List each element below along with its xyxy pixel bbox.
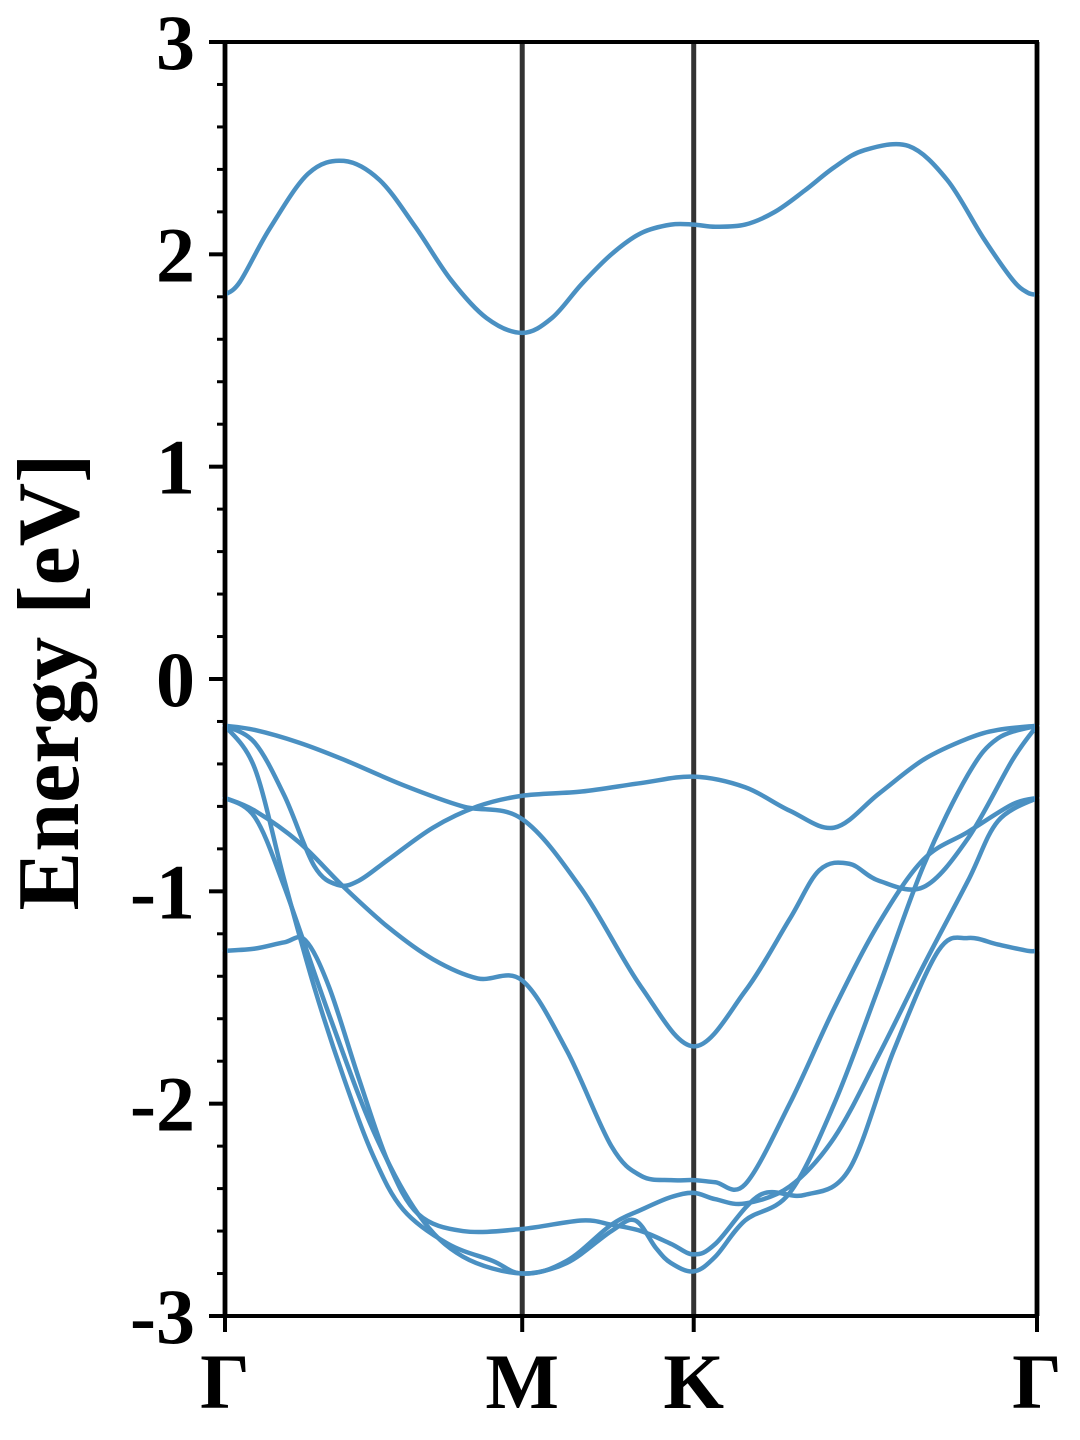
band-line-6: [222, 723, 1040, 1276]
band-line-5: [222, 795, 1040, 1276]
x-tick-label: K: [663, 1338, 724, 1425]
x-tick-label: Γ: [1012, 1338, 1062, 1425]
y-tick-label: 2: [156, 211, 195, 298]
band-line-3: [222, 723, 1040, 889]
x-tick-label: M: [485, 1338, 559, 1425]
y-axis-title: Energy [eV]: [1, 454, 98, 911]
y-axis: -3 -2 -1 0 1 2 3: [130, 0, 225, 1360]
y-tick-label: 3: [156, 0, 195, 86]
plot-frame: [223, 40, 1039, 1318]
x-tick-label: Γ: [200, 1338, 250, 1425]
y-tick-label: -3: [130, 1273, 195, 1360]
bands: [222, 141, 1040, 1276]
y-tick-label: 1: [156, 424, 195, 511]
y-tick-label: -2: [130, 1061, 195, 1148]
band-line-2: [222, 723, 1040, 1049]
y-tick-label: 0: [156, 636, 195, 723]
band-line-1: [222, 141, 1040, 336]
kpath-lines: [222, 42, 1040, 1316]
y-tick-label: -1: [130, 848, 195, 935]
band-line-4: [222, 795, 1040, 1192]
band-line-7: [222, 934, 1040, 1257]
